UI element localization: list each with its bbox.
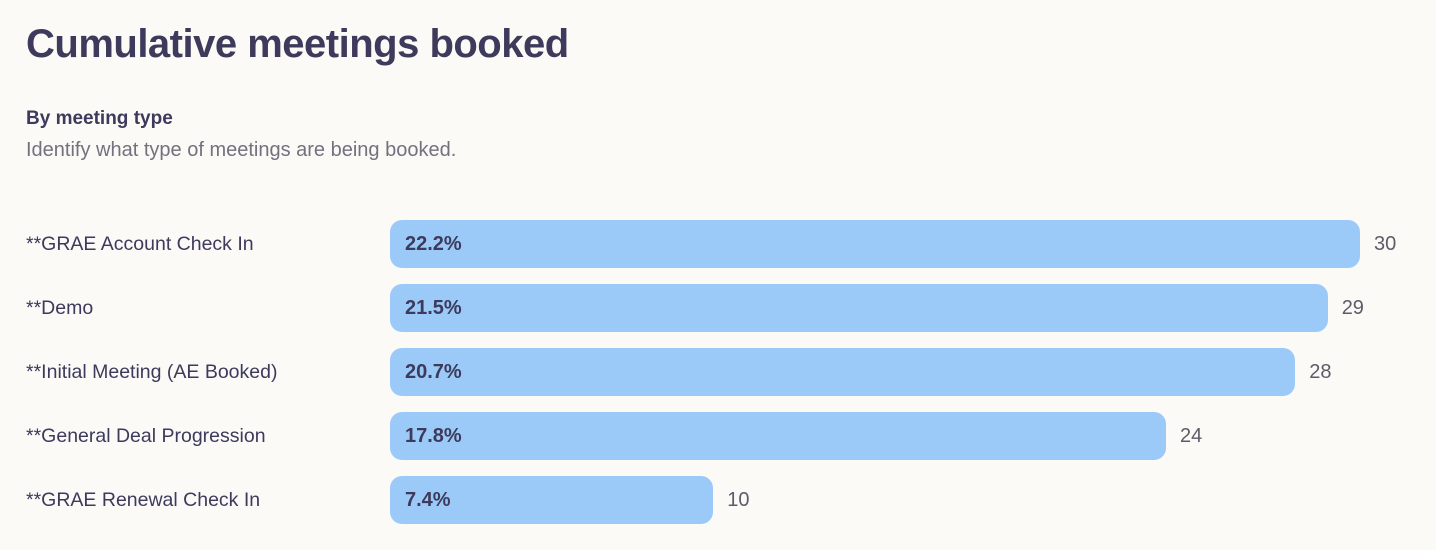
chart-subtitle: By meeting type (26, 108, 173, 129)
bar-row: **Initial Meeting (AE Booked) 20.7% 28 (26, 348, 1410, 396)
bar: 21.5% (390, 284, 1328, 332)
bar-percent-label: 20.7% (405, 360, 462, 383)
bar-count-label: 30 (1374, 232, 1397, 255)
bar-row: **GRAE Renewal Check In 7.4% 10 (26, 476, 1410, 524)
bar-row: **GRAE Account Check In 22.2% 30 (26, 220, 1410, 268)
bar-track: 22.2% 30 (390, 220, 1410, 268)
bar-count-label: 10 (727, 488, 750, 511)
category-label: **Initial Meeting (AE Booked) (26, 361, 278, 383)
bar: 20.7% (390, 348, 1296, 396)
bar-percent-label: 7.4% (405, 488, 451, 511)
bar-track: 17.8% 24 (390, 412, 1410, 460)
bar-count-label: 28 (1309, 360, 1332, 383)
page-title: Cumulative meetings booked (26, 22, 569, 66)
chart-widget: Cumulative meetings booked By meeting ty… (26, 22, 1410, 524)
bar-percent-label: 22.2% (405, 232, 462, 255)
bar-count-label: 24 (1180, 424, 1203, 447)
category-label: **GRAE Account Check In (26, 233, 254, 255)
bar-count-label: 29 (1341, 296, 1364, 319)
chart-description: Identify what type of meetings are being… (26, 139, 457, 161)
bar-track: 7.4% 10 (390, 476, 1410, 524)
bar-track: 20.7% 28 (390, 348, 1410, 396)
bar-row: **General Deal Progression 17.8% 24 (26, 412, 1410, 460)
bar-row: **Demo 21.5% 29 (26, 284, 1410, 332)
bar-chart: **GRAE Account Check In 22.2% 30 **Demo … (26, 220, 1410, 524)
bar: 7.4% (390, 476, 714, 524)
bar-percent-label: 17.8% (405, 424, 462, 447)
bar-track: 21.5% 29 (390, 284, 1410, 332)
bar: 22.2% (390, 220, 1360, 268)
category-label: **General Deal Progression (26, 425, 266, 447)
category-label: **GRAE Renewal Check In (26, 489, 261, 511)
bar-percent-label: 21.5% (405, 296, 462, 319)
category-label: **Demo (26, 297, 94, 319)
bar: 17.8% (390, 412, 1166, 460)
